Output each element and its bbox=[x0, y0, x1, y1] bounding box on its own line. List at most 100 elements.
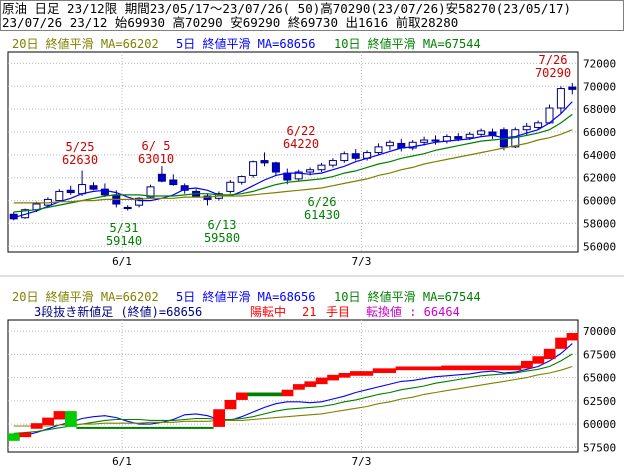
new-price-brick bbox=[247, 392, 260, 397]
new-price-brick bbox=[555, 337, 567, 349]
new-price-brick bbox=[532, 356, 545, 364]
candle bbox=[66, 185, 75, 195]
annotation-price: 59140 bbox=[106, 234, 142, 248]
candle-body bbox=[260, 160, 269, 164]
lower-y-tick-label: 57500 bbox=[583, 441, 616, 454]
annotation-price: 63010 bbox=[138, 152, 174, 166]
candle-body bbox=[123, 206, 132, 210]
candle-body bbox=[534, 122, 543, 128]
new-price-brick bbox=[464, 365, 476, 371]
upper-x-tick-label: 6/1 bbox=[112, 255, 132, 268]
new-price-brick bbox=[99, 426, 111, 429]
candle bbox=[431, 135, 440, 145]
candle-body bbox=[374, 146, 383, 154]
new-price-brick bbox=[486, 365, 499, 371]
candle bbox=[260, 152, 269, 167]
candle-body bbox=[385, 141, 394, 147]
new-price-brick bbox=[53, 411, 66, 420]
candle bbox=[556, 86, 565, 114]
new-price-brick bbox=[110, 426, 123, 429]
annotation-date: 6/ 5 bbox=[142, 139, 171, 153]
new-price-brick bbox=[30, 423, 43, 429]
annotation-price: 64220 bbox=[283, 137, 319, 151]
new-price-brick bbox=[19, 432, 32, 438]
candle bbox=[226, 180, 235, 194]
new-price-brick bbox=[8, 433, 20, 441]
new-price-brick bbox=[179, 426, 191, 429]
lower-y-tick-label: 62500 bbox=[583, 395, 616, 408]
lower-legend-ma5: 5日 終値平滑 MA=68656 bbox=[176, 289, 315, 304]
lower-x-tick-label: 6/1 bbox=[112, 455, 132, 468]
candle-body bbox=[203, 195, 212, 200]
new-price-brick bbox=[395, 366, 408, 371]
upper-y-tick-label: 72000 bbox=[583, 57, 616, 70]
upper-y-tick-label: 70000 bbox=[583, 80, 616, 93]
candle-body bbox=[431, 139, 440, 142]
candle bbox=[294, 169, 303, 182]
annotation-date: 6/22 bbox=[287, 124, 316, 138]
status-count-unit: 手目 bbox=[326, 305, 350, 319]
lower-x-tick-label: 7/3 bbox=[351, 455, 371, 468]
candle-body bbox=[271, 162, 280, 173]
candle-body bbox=[408, 141, 417, 149]
candle-body bbox=[340, 153, 349, 162]
new-price-brick bbox=[65, 411, 77, 427]
upper-ma20-line bbox=[13, 129, 573, 204]
annotation-date: 6/13 bbox=[208, 218, 237, 232]
candle bbox=[271, 161, 280, 176]
candle-body bbox=[146, 186, 155, 198]
upper-y-tick-label: 62000 bbox=[583, 172, 616, 185]
candle-body bbox=[180, 185, 189, 191]
new-price-brick bbox=[498, 365, 510, 371]
candle bbox=[385, 140, 394, 151]
new-price-brick bbox=[372, 368, 385, 373]
new-price-brick bbox=[407, 366, 419, 371]
new-price-brick bbox=[258, 392, 271, 397]
new-price-brick bbox=[201, 426, 214, 429]
upper-legend-ma5: 5日 終値平滑 MA=68656 bbox=[176, 36, 315, 51]
upper-x-tick-label: 7/3 bbox=[351, 255, 371, 268]
candle bbox=[89, 182, 98, 191]
new-price-brick bbox=[76, 426, 89, 429]
new-price-brick bbox=[236, 392, 248, 400]
header-ohlc: 23/07/26 23/12 始69930 高70290 安69290 終697… bbox=[2, 15, 459, 30]
lower-y-tick-label: 60000 bbox=[583, 418, 616, 431]
new-price-brick bbox=[566, 333, 579, 341]
lower-status: 3段抜き新値足 (終値)=68656 陽転中 21 手目 転換値 : 66464 bbox=[34, 304, 460, 319]
upper-y-tick-label: 60000 bbox=[583, 195, 616, 208]
candle bbox=[408, 140, 417, 151]
candle-body bbox=[55, 190, 64, 202]
candle-body bbox=[351, 153, 360, 159]
new-price-brick bbox=[122, 426, 134, 429]
new-price-brick bbox=[304, 381, 317, 387]
candle-body bbox=[100, 188, 109, 196]
candle-body bbox=[226, 181, 235, 192]
new-price-brick bbox=[543, 348, 556, 360]
lower-legend: 20日 終値平滑 MA=66202 5日 終値平滑 MA=68656 10日 終値平… bbox=[12, 289, 481, 304]
upper-y-tick-label: 66000 bbox=[583, 126, 616, 139]
upper-legend: 20日 終値平滑 MA=66202 5日 終値平滑 MA=68656 10日 終値平… bbox=[12, 36, 481, 51]
lower-ma10-line bbox=[13, 353, 573, 434]
annotation-price: 59580 bbox=[204, 231, 240, 245]
candle-body bbox=[89, 185, 98, 190]
candle-body bbox=[477, 130, 486, 135]
new-price-brick bbox=[452, 365, 465, 371]
upper-ma10-line bbox=[13, 113, 573, 213]
annotation-price: 70290 bbox=[535, 66, 571, 80]
new-price-brick bbox=[281, 389, 294, 397]
candle bbox=[534, 120, 543, 130]
new-price-brick bbox=[270, 392, 282, 397]
candle-body bbox=[78, 184, 87, 195]
candle-body bbox=[249, 161, 258, 176]
lower-y-tick-label: 67500 bbox=[583, 348, 616, 361]
annotation-date: 6/26 bbox=[308, 195, 337, 209]
candle-body bbox=[157, 173, 166, 182]
candle bbox=[123, 205, 132, 211]
lower-legend-ma20: 20日 終値平滑 MA=66202 bbox=[12, 289, 159, 304]
